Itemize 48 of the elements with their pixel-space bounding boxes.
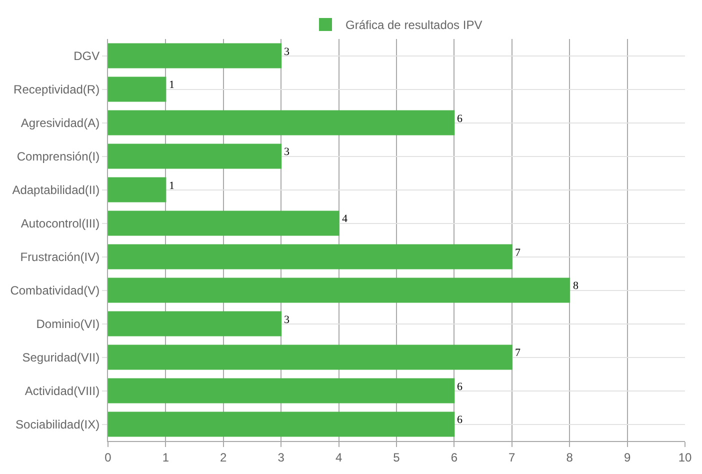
data-label: 3 — [284, 314, 290, 326]
data-label: 6 — [457, 414, 463, 426]
bar — [108, 177, 166, 202]
data-label: 6 — [457, 381, 463, 393]
y-tick-label: Comprensión(I) — [16, 149, 100, 164]
y-tick-label: Receptividad(R) — [14, 82, 100, 96]
x-tick-label: 1 — [162, 450, 170, 464]
data-label: 1 — [169, 180, 174, 192]
x-tick-label: 6 — [450, 450, 458, 464]
y-tick-label: Actividad(VIII) — [24, 384, 100, 398]
legend-label: Gráfica de resultados IPV — [346, 18, 482, 32]
y-tick-label: Adaptabilidad(II) — [12, 182, 100, 197]
x-tick-label: 4 — [335, 450, 342, 464]
data-label: 7 — [515, 347, 521, 359]
bar — [108, 412, 455, 437]
data-label: 4 — [342, 213, 348, 225]
y-tick-label: Agresividad(A) — [20, 116, 100, 130]
x-tick-label: 0 — [104, 450, 112, 464]
bar — [108, 110, 455, 136]
bar — [108, 144, 282, 169]
y-tick-label: Dominio(VI) — [36, 316, 100, 331]
x-tick-label: 8 — [566, 450, 574, 464]
bar — [108, 311, 282, 336]
x-tick-label: 7 — [508, 450, 516, 464]
data-label: 7 — [515, 247, 521, 259]
y-tick-label: Frustración(IV) — [20, 250, 100, 264]
x-tick-label: 9 — [624, 450, 631, 464]
y-tick-label: Combatividad(V) — [10, 283, 100, 298]
bar — [108, 244, 512, 270]
bar — [108, 278, 570, 303]
x-tick-label: 10 — [678, 450, 692, 464]
bar — [108, 76, 166, 102]
x-tick-label: 3 — [278, 450, 285, 464]
x-tick-label: 2 — [220, 450, 228, 464]
data-label: 8 — [573, 280, 579, 292]
data-label: 6 — [457, 113, 463, 125]
bar — [108, 378, 455, 404]
data-label: 3 — [284, 146, 290, 158]
y-tick-label: Sociabilidad(IX) — [16, 417, 100, 432]
y-tick-label: Autocontrol(III) — [20, 216, 100, 230]
y-tick-label: DGV — [74, 48, 100, 63]
bar — [108, 344, 512, 370]
y-tick-label: Seguridad(VII) — [22, 350, 100, 364]
bar — [108, 210, 340, 236]
data-label: 1 — [169, 79, 174, 91]
data-label: 3 — [284, 46, 290, 58]
bar — [108, 43, 282, 68]
x-tick-label: 5 — [393, 450, 400, 464]
